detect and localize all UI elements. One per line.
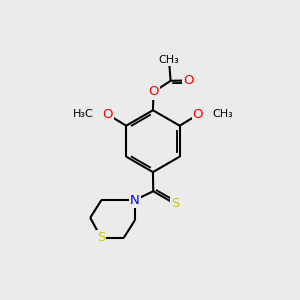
Text: N: N: [130, 194, 140, 207]
Text: CH₃: CH₃: [159, 55, 179, 65]
Text: H₃C: H₃C: [73, 109, 94, 119]
Text: O: O: [193, 108, 203, 121]
Text: O: O: [103, 108, 113, 121]
Text: O: O: [183, 74, 194, 87]
Text: S: S: [171, 197, 179, 210]
Text: O: O: [148, 85, 159, 98]
Text: CH₃: CH₃: [212, 109, 233, 119]
Text: S: S: [97, 231, 105, 244]
